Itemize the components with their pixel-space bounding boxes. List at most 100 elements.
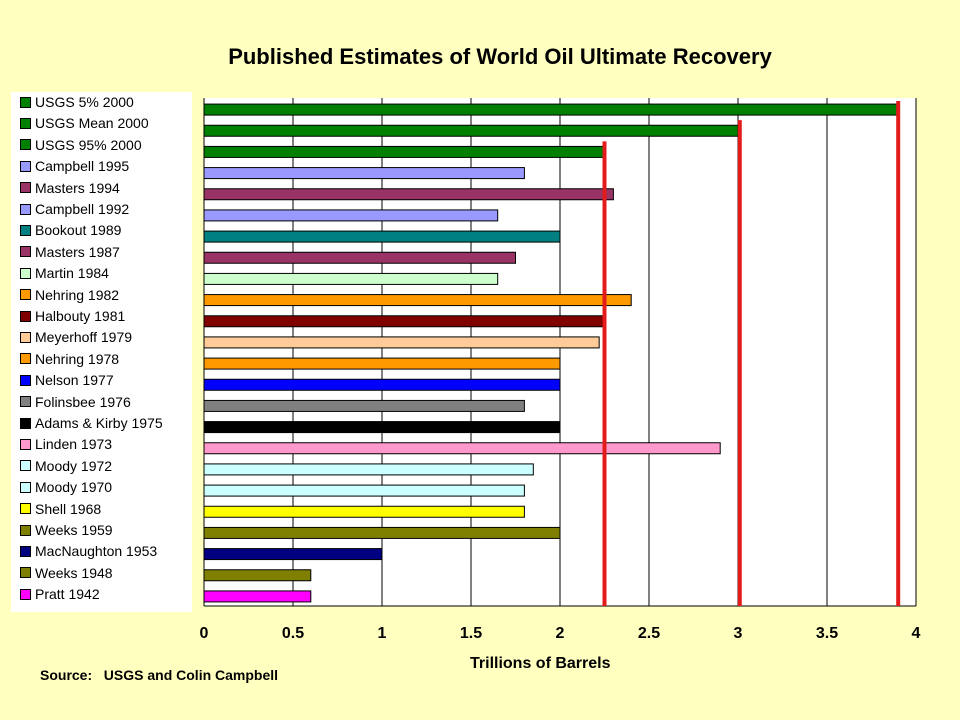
legend-item: Masters 1994	[20, 178, 120, 198]
bar	[203, 421, 561, 434]
legend-swatch	[20, 331, 31, 343]
legend-label: Pratt 1942	[35, 586, 100, 603]
legend-item: MacNaughton 1953	[20, 541, 157, 561]
legend-swatch	[20, 289, 31, 301]
legend-item: Linden 1973	[20, 434, 112, 454]
bar	[203, 442, 721, 455]
legend-label: Campbell 1992	[35, 201, 130, 217]
legend-item: Shell 1968	[20, 499, 101, 519]
bar	[203, 251, 516, 264]
reference-lines	[602, 101, 901, 606]
legend-item: Campbell 1995	[20, 156, 129, 176]
x-tick-label: 1	[378, 625, 387, 642]
legend-swatch	[20, 117, 31, 129]
legend-item: Nehring 1978	[20, 349, 119, 369]
legend-item: Folinsbee 1976	[20, 392, 131, 412]
legend-swatch	[20, 139, 31, 151]
x-tick-labels: 0 0.5 1 1.5 2 2.5 3 3.5 4	[200, 625, 921, 642]
legend-label: Moody 1970	[35, 479, 113, 496]
x-tick-label: 1.5	[460, 625, 482, 642]
bar	[203, 569, 312, 582]
legend-label: Masters 1994	[35, 179, 120, 196]
bar	[203, 315, 605, 328]
bar	[203, 378, 561, 391]
legend-label: Moody 1972	[35, 457, 113, 474]
source-note: Source: USGS and Colin Campbell	[40, 667, 279, 683]
bar	[203, 548, 383, 561]
x-tick-label: 0.5	[282, 625, 304, 642]
x-tick-label: 2.5	[638, 625, 660, 642]
bar	[203, 399, 525, 412]
legend-item: Nelson 1977	[20, 370, 114, 390]
x-tick-label: 2	[556, 625, 565, 642]
bar	[203, 526, 561, 539]
x-tick-label: 3	[734, 625, 743, 642]
legend-swatch	[20, 524, 31, 536]
bar	[203, 188, 614, 201]
bar	[203, 167, 525, 180]
legend-label: USGS Mean 2000	[35, 115, 149, 132]
bars	[203, 103, 899, 603]
x-tick-label: 0	[200, 625, 209, 642]
legend-item: USGS 5% 2000	[20, 92, 134, 112]
legend-swatch	[20, 353, 31, 365]
legend-swatch	[20, 481, 31, 493]
bar	[203, 145, 605, 158]
bar	[203, 294, 632, 307]
legend-item: Moody 1970	[20, 477, 112, 497]
legend-item: Bookout 1989	[20, 220, 121, 240]
legend-swatch	[20, 182, 31, 194]
bar	[203, 357, 561, 370]
legend-label: Nehring 1978	[35, 350, 120, 367]
legend-label: Masters 1987	[35, 243, 120, 260]
bar	[203, 505, 525, 518]
legend-label: Weeks 1959	[35, 522, 113, 538]
legend-label: Bookout 1989	[35, 222, 122, 239]
legend-swatch	[20, 310, 31, 322]
bar	[203, 272, 499, 285]
legend-label: Campbell 1995	[35, 158, 130, 175]
bar	[203, 484, 525, 497]
legend-swatch	[20, 224, 31, 236]
legend-swatch	[20, 588, 31, 600]
legend-item: Nehring 1982	[20, 285, 119, 305]
legend-swatch	[20, 160, 31, 172]
legend-item: USGS 95% 2000	[20, 135, 142, 155]
legend-label: Folinsbee 1976	[35, 393, 131, 410]
legend-label: Weeks 1948	[35, 564, 113, 581]
bar	[203, 590, 312, 603]
legend-swatch	[20, 374, 31, 386]
legend-swatch	[20, 503, 31, 515]
legend-label: USGS 5% 2000	[35, 94, 134, 110]
legend-label: Nehring 1982	[35, 286, 120, 303]
bar	[203, 209, 499, 222]
bar	[203, 336, 600, 349]
legend-swatch	[20, 96, 31, 108]
x-tick-label: 4	[912, 625, 921, 642]
legend-item: Martin 1984	[20, 263, 109, 283]
legend-label: Adams & Kirby 1975	[35, 415, 163, 431]
legend-item: Weeks 1959	[20, 520, 113, 540]
legend-label: Halbouty 1981	[35, 308, 126, 324]
legend-label: USGS 95% 2000	[35, 136, 142, 153]
legend-item: Weeks 1948	[20, 563, 113, 583]
bar	[203, 103, 899, 116]
legend-swatch	[20, 545, 31, 557]
legend-swatch	[20, 396, 31, 408]
legend-label: Linden 1973	[35, 436, 113, 453]
legend-label: Meyerhoff 1979	[35, 329, 133, 346]
bar	[203, 463, 534, 476]
legend-item: Campbell 1992	[20, 199, 129, 219]
legend-swatch	[20, 267, 31, 279]
legend-swatch	[20, 460, 31, 472]
legend-swatch	[20, 417, 31, 429]
legend-swatch	[20, 203, 31, 215]
legend-label: Nelson 1977	[35, 372, 114, 389]
chart-title: Published Estimates of World Oil Ultimat…	[228, 44, 772, 69]
legend-label: Shell 1968	[35, 500, 102, 517]
legend: USGS 5% 2000 USGS Mean 2000 USGS 95% 2000 C…	[11, 92, 192, 612]
legend-label: Martin 1984	[35, 265, 109, 282]
legend-swatch	[20, 246, 31, 258]
legend-item: Halbouty 1981	[20, 306, 125, 326]
